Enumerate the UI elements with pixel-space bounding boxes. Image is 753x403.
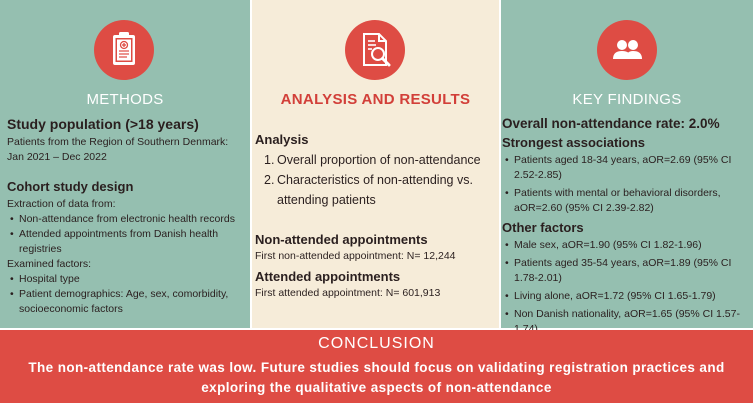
users-icon bbox=[597, 20, 657, 80]
findings-panel: KEY FINDINGS Overall non-attendance rate… bbox=[501, 0, 753, 335]
list-item: 1. Overall proportion of non-attendance bbox=[255, 150, 494, 170]
list-item: Non-attendance from electronic health re… bbox=[7, 212, 245, 227]
list-item: 2. Characteristics of non-attending vs. … bbox=[255, 170, 494, 210]
clipboard-icon bbox=[94, 20, 154, 80]
non-attended-heading: Non-attended appointments bbox=[255, 232, 428, 247]
list-item: Hospital type bbox=[7, 272, 245, 287]
item-text: Overall proportion of non-attendance bbox=[277, 153, 481, 167]
methods-title: METHODS bbox=[86, 91, 164, 108]
attended-heading: Attended appointments bbox=[255, 269, 401, 284]
strongest-heading: Strongest associations bbox=[502, 135, 646, 150]
document-search-icon bbox=[345, 20, 405, 80]
other-heading: Other factors bbox=[502, 220, 584, 235]
cohort-heading: Cohort study design bbox=[7, 179, 134, 194]
list-item: Attended appointments from Danish health… bbox=[7, 227, 245, 257]
findings-content: Overall non-attendance rate: 2.0% Strong… bbox=[502, 115, 748, 337]
extraction-label: Extraction of data from: bbox=[7, 198, 116, 210]
analysis-content: Analysis 1. Overall proportion of non-at… bbox=[255, 131, 494, 301]
analysis-panel: ANALYSIS AND RESULTS Analysis 1. Overall… bbox=[252, 0, 499, 328]
list-item: Patients aged 18-34 years, aOR=2.69 (95%… bbox=[502, 153, 748, 183]
list-item: Living alone, aOR=1.72 (95% CI 1.65-1.79… bbox=[502, 289, 748, 304]
item-number: 1. bbox=[264, 153, 275, 167]
non-attended-text: First non-attended appointment: N= 12,24… bbox=[255, 250, 456, 262]
list-item: Male sex, aOR=1.90 (95% CI 1.82-1.96) bbox=[502, 238, 748, 253]
findings-title: KEY FINDINGS bbox=[572, 91, 682, 108]
item-text: Characteristics of non-attending vs. att… bbox=[277, 173, 473, 207]
study-population-text: Patients from the Region of Southern Den… bbox=[7, 136, 229, 163]
analysis-heading: Analysis bbox=[255, 132, 309, 147]
examined-label: Examined factors: bbox=[7, 258, 92, 270]
conclusion-panel: CONCLUSION The non-attendance rate was l… bbox=[0, 330, 753, 403]
list-item: Patients with mental or behavioral disor… bbox=[502, 186, 748, 216]
list-item: Patient demographics: Age, sex, comorbid… bbox=[7, 287, 245, 317]
overall-heading: Overall non-attendance rate: 2.0% bbox=[502, 116, 720, 131]
attended-text: First attended appointment: N= 601,913 bbox=[255, 287, 441, 299]
item-number: 2. bbox=[264, 173, 275, 187]
conclusion-text: The non-attendance rate was low. Future … bbox=[28, 360, 725, 395]
list-item: Patients aged 35-54 years, aOR=1.89 (95%… bbox=[502, 256, 748, 286]
study-population-heading: Study population (>18 years) bbox=[7, 116, 199, 132]
analysis-title: ANALYSIS AND RESULTS bbox=[280, 91, 471, 108]
methods-content: Study population (>18 years) Patients fr… bbox=[7, 115, 245, 317]
methods-panel: METHODS Study population (>18 years) Pat… bbox=[0, 0, 250, 328]
conclusion-title: CONCLUSION bbox=[318, 335, 435, 352]
